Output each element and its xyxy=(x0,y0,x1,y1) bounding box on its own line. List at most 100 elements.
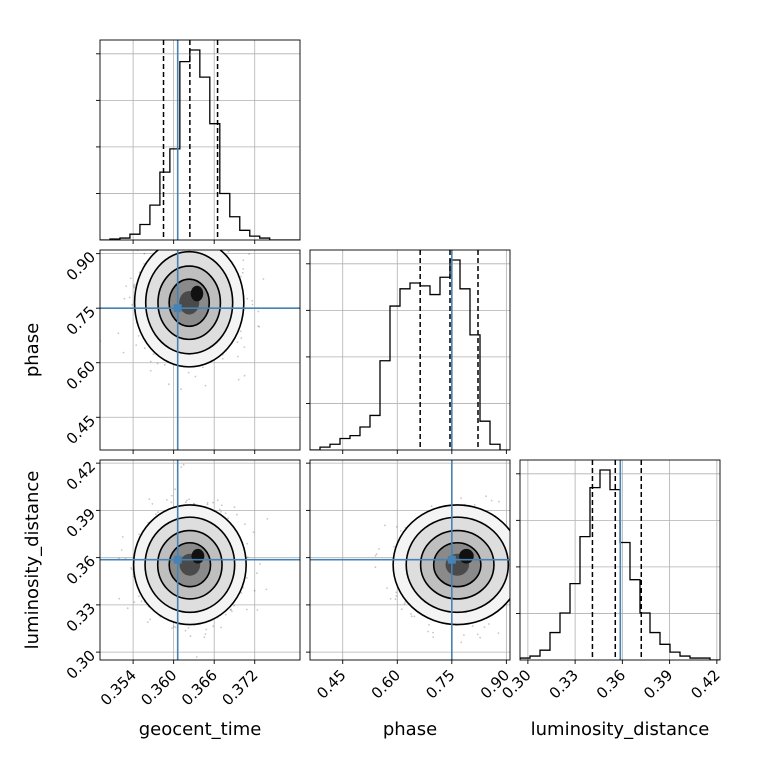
x-axis-label-luminosity_distance: luminosity_distance xyxy=(531,719,710,740)
x-tick-label: 0.36 xyxy=(593,666,629,702)
sample-point xyxy=(123,297,126,300)
sample-point xyxy=(171,627,174,629)
sample-point xyxy=(227,517,230,520)
sample-point xyxy=(514,545,516,547)
sample-point xyxy=(524,544,526,546)
sample-point xyxy=(218,237,220,239)
sample-point xyxy=(156,362,159,365)
sample-point xyxy=(138,533,141,536)
sample-point xyxy=(130,568,133,571)
sample-point xyxy=(224,512,227,515)
sample-point xyxy=(244,523,246,526)
sample-point xyxy=(140,600,143,603)
sample-point xyxy=(530,600,532,602)
sample-point xyxy=(259,563,261,565)
sample-point xyxy=(237,355,239,358)
sample-point xyxy=(206,502,209,504)
sample-point xyxy=(410,613,412,615)
sample-point xyxy=(220,504,223,507)
sample-point xyxy=(427,630,429,633)
sample-point xyxy=(524,518,526,520)
sample-point xyxy=(118,597,121,600)
histogram-phase xyxy=(310,259,510,450)
sample-point xyxy=(512,549,514,551)
sample-point xyxy=(393,545,395,548)
density-peak xyxy=(459,548,474,564)
sample-point xyxy=(192,245,194,247)
axes-frame xyxy=(309,459,511,661)
sample-point xyxy=(223,241,225,243)
sample-point xyxy=(497,632,500,634)
x-tick-label: 0.75 xyxy=(422,666,458,702)
sample-point xyxy=(516,589,518,591)
sample-point xyxy=(218,508,221,511)
sample-point xyxy=(395,595,398,597)
sample-point xyxy=(498,500,500,503)
sample-point xyxy=(256,572,258,575)
sample-point xyxy=(463,634,465,636)
sample-point xyxy=(560,548,562,550)
sample-point xyxy=(149,360,152,363)
sample-point xyxy=(135,344,138,346)
x-tick-label: 0.60 xyxy=(368,666,404,702)
sample-point xyxy=(234,227,236,229)
sample-point xyxy=(133,285,135,288)
sample-point xyxy=(237,378,240,381)
sample-point xyxy=(386,587,388,589)
sample-point xyxy=(253,589,256,592)
sample-point xyxy=(187,371,190,374)
sample-point xyxy=(126,607,129,610)
sample-point xyxy=(513,545,515,547)
sample-point xyxy=(129,277,132,280)
density-peak xyxy=(190,285,204,302)
x-axis-label-geocent_time: geocent_time xyxy=(139,719,262,740)
sample-point xyxy=(203,636,206,638)
sample-point xyxy=(395,591,398,594)
sample-point xyxy=(189,635,192,638)
contour xyxy=(405,516,510,614)
sample-point xyxy=(138,595,140,598)
sample-point xyxy=(231,610,233,613)
sample-point xyxy=(394,598,397,601)
sample-point xyxy=(184,501,187,504)
hist-panel-phase xyxy=(306,249,511,451)
sample-point xyxy=(490,499,493,502)
sample-point xyxy=(517,603,519,605)
contour xyxy=(392,504,510,626)
sample-point xyxy=(265,588,268,591)
sample-point xyxy=(514,523,516,525)
sample-point xyxy=(186,499,188,502)
sample-point xyxy=(476,633,479,636)
sample-point xyxy=(384,524,386,527)
truth-marker xyxy=(173,304,182,313)
sample-point xyxy=(125,285,128,287)
sample-point xyxy=(479,636,481,639)
sample-point xyxy=(220,511,222,513)
sample-point xyxy=(170,501,173,504)
sample-point xyxy=(169,244,171,246)
sample-point xyxy=(513,605,515,607)
sample-point xyxy=(530,554,532,556)
x-tick-label: 0.33 xyxy=(546,666,582,702)
sample-point xyxy=(137,335,140,337)
sample-point xyxy=(227,250,230,253)
sample-point xyxy=(246,297,249,300)
sample-point xyxy=(148,498,151,501)
sample-point xyxy=(204,384,207,387)
sample-point xyxy=(212,625,215,628)
sample-point xyxy=(151,503,154,505)
sample-point xyxy=(246,608,248,611)
sample-point xyxy=(233,506,236,509)
sample-point xyxy=(518,575,520,577)
sample-point xyxy=(236,235,238,237)
sample-point xyxy=(167,383,170,386)
sample-point xyxy=(252,531,255,534)
sample-point xyxy=(182,463,185,466)
sample-point xyxy=(488,623,490,625)
sample-point xyxy=(473,504,476,506)
sample-point xyxy=(513,566,515,568)
y-tick-label: 0.36 xyxy=(63,552,99,588)
sample-point xyxy=(194,375,197,378)
x-tick-label: 0.372 xyxy=(218,666,261,709)
